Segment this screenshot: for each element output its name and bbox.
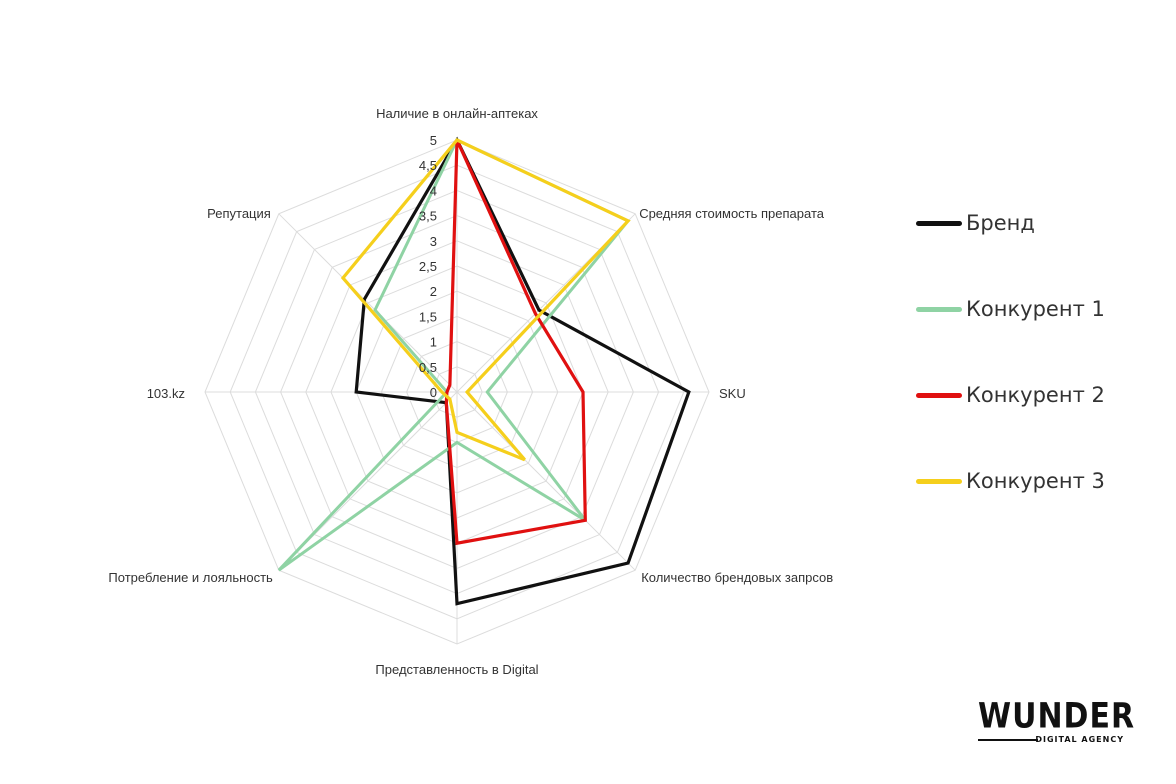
legend-label: Конкурент 1	[966, 297, 1105, 321]
axis-label: Количество брендовых запрсов	[641, 570, 833, 585]
axis-label: Репутация	[207, 206, 271, 221]
legend-item-competitor-2: Конкурент 2	[916, 352, 1156, 438]
logo-wordmark: WUNDER	[978, 696, 1136, 737]
axis-label: SKU	[719, 386, 746, 401]
legend-item-competitor-1: Конкурент 1	[916, 266, 1156, 352]
logo-subtitle: DIGITAL AGENCY	[1035, 735, 1124, 744]
radar-series	[277, 136, 691, 606]
axis-label: Наличие в онлайн-аптеках	[376, 106, 538, 121]
legend-label: Конкурент 3	[966, 469, 1105, 493]
tick-label: 5	[430, 133, 437, 148]
radar-chart: 0 0,5 1 1,5 2 2,5 3 3,5 4 4,5 5 Наличие в онлайн-а…	[108, 106, 833, 677]
axis-label: 103.kz	[147, 386, 185, 401]
legend-item-competitor-3: Конкурент 3	[916, 438, 1156, 524]
tick-label: 2,5	[419, 259, 437, 274]
legend-label: Бренд	[966, 211, 1035, 235]
tick-label: 0,5	[419, 360, 437, 375]
legend-item-brand: Бренд	[916, 180, 1156, 266]
logo-rule	[978, 739, 1038, 741]
tick-label: 1,5	[419, 309, 437, 324]
tick-label: 3,5	[419, 209, 437, 224]
chart-legend: Бренд Конкурент 1 Конкурент 2 Конкурент …	[916, 180, 1156, 524]
series-line-2	[277, 138, 631, 572]
tick-label: 1	[430, 335, 437, 350]
series-line-1	[354, 136, 691, 606]
tick-label: 2	[430, 284, 437, 299]
tick-label: 4,5	[419, 158, 437, 173]
grid-spoke	[456, 391, 636, 571]
axis-label: Представленность в Digital	[375, 662, 538, 677]
axis-label: Потребление и лояльность	[108, 570, 273, 585]
radar-tick-labels: 0 0,5 1 1,5 2 2,5 3 3,5 4 4,5 5	[419, 133, 437, 400]
axis-label: Средняя стоимость препарата	[639, 206, 825, 221]
tick-label: 4	[430, 183, 437, 198]
series-line-4	[340, 138, 631, 462]
tick-label: 0	[430, 385, 437, 400]
wunder-logo: WUNDER DIGITAL AGENCY	[978, 696, 1148, 744]
legend-swatch	[916, 392, 962, 398]
tick-label: 3	[430, 234, 437, 249]
legend-swatch	[916, 306, 962, 312]
radar-axis-labels: Наличие в онлайн-аптеках Средняя стоимост…	[108, 106, 833, 677]
legend-label: Конкурент 2	[966, 383, 1105, 407]
legend-swatch	[916, 478, 962, 484]
series-line-3	[444, 139, 587, 546]
grid-spoke	[278, 213, 458, 393]
legend-swatch	[916, 220, 962, 226]
